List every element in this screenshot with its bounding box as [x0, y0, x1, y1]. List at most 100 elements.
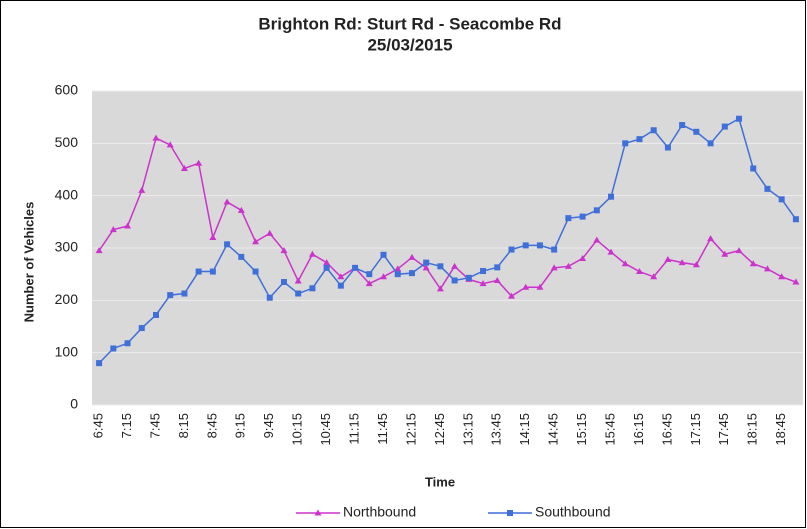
- point-marker: [280, 279, 287, 286]
- point-marker: [735, 247, 743, 254]
- point-marker: [693, 128, 700, 135]
- point-marker: [195, 268, 202, 275]
- point-marker: [593, 207, 600, 214]
- point-marker: [522, 242, 529, 249]
- point-marker: [96, 360, 103, 367]
- y-tick-label: 500: [55, 134, 79, 150]
- x-tick-label: 14:15: [517, 413, 532, 446]
- point-marker: [380, 251, 387, 258]
- point-marker: [124, 222, 132, 229]
- y-axis-label: Number of Vehicles: [21, 202, 36, 323]
- x-tick-label: 15:15: [574, 413, 589, 446]
- point-marker: [224, 241, 231, 248]
- point-marker: [167, 292, 174, 299]
- x-tick-label: 10:15: [290, 413, 305, 446]
- point-marker: [166, 141, 174, 148]
- point-marker: [380, 273, 388, 280]
- point-marker: [494, 264, 501, 271]
- x-tick-label: 16:15: [631, 413, 646, 446]
- legend-marker: [314, 509, 322, 516]
- point-marker: [778, 273, 786, 280]
- point-marker: [763, 265, 771, 272]
- legend-label: Northbound: [343, 504, 416, 520]
- point-marker: [608, 193, 615, 200]
- point-marker: [252, 268, 259, 275]
- point-marker: [650, 273, 658, 280]
- y-tick-label: 200: [55, 291, 79, 307]
- point-marker: [366, 271, 373, 278]
- point-marker: [309, 285, 316, 292]
- x-tick-label: 12:15: [403, 413, 418, 446]
- point-marker: [764, 185, 771, 192]
- point-marker: [423, 259, 430, 266]
- point-marker: [195, 159, 203, 166]
- x-tick-label: 14:45: [546, 413, 561, 446]
- x-tick-label: 9:15: [233, 413, 248, 438]
- point-marker: [223, 198, 231, 205]
- x-tick-label: 10:45: [318, 413, 333, 446]
- y-tick-label: 400: [55, 186, 79, 202]
- point-marker: [266, 229, 274, 236]
- x-tick-label: 7:45: [147, 413, 162, 438]
- point-marker: [650, 127, 657, 134]
- point-marker: [152, 134, 160, 141]
- x-tick-label: 18:15: [745, 413, 760, 446]
- point-marker: [550, 264, 558, 271]
- x-tick-label: 7:15: [119, 413, 134, 438]
- point-marker: [479, 280, 487, 287]
- point-marker: [422, 264, 430, 271]
- point-marker: [721, 123, 728, 130]
- point-marker: [110, 345, 117, 352]
- point-marker: [622, 140, 629, 147]
- point-marker: [138, 325, 145, 332]
- point-marker: [707, 140, 714, 147]
- point-marker: [181, 290, 188, 297]
- point-marker: [337, 282, 344, 289]
- point-marker: [565, 215, 572, 222]
- point-marker: [551, 246, 558, 253]
- point-marker: [607, 248, 615, 255]
- point-marker: [237, 206, 245, 213]
- point-marker: [295, 290, 302, 297]
- point-marker: [238, 253, 245, 260]
- point-marker: [252, 238, 260, 245]
- x-tick-label: 8:15: [176, 413, 191, 438]
- point-marker: [493, 276, 501, 283]
- point-marker: [152, 311, 159, 318]
- point-marker: [778, 196, 785, 203]
- point-marker: [792, 216, 799, 223]
- x-tick-label: 11:15: [347, 413, 362, 445]
- point-marker: [664, 144, 671, 151]
- y-tick-label: 300: [55, 239, 79, 255]
- x-tick-label: 11:45: [375, 413, 390, 445]
- point-marker: [792, 278, 800, 285]
- y-tick-label: 600: [55, 82, 79, 98]
- point-marker: [707, 235, 715, 242]
- point-marker: [621, 260, 629, 267]
- point-marker: [209, 268, 216, 275]
- x-tick-label: 17:15: [688, 413, 703, 446]
- point-marker: [294, 277, 302, 284]
- point-marker: [508, 246, 515, 253]
- series-line: [98, 117, 797, 364]
- point-marker: [451, 277, 458, 284]
- point-marker: [749, 260, 757, 267]
- x-tick-label: 16:45: [659, 413, 674, 446]
- x-tick-label: 18:45: [773, 413, 788, 446]
- point-marker: [579, 213, 586, 220]
- point-marker: [579, 254, 587, 261]
- point-marker: [337, 273, 345, 280]
- series-line: [98, 137, 797, 298]
- point-marker: [323, 259, 331, 266]
- point-marker: [465, 274, 472, 281]
- x-tick-label: 13:45: [489, 413, 504, 446]
- chart-title: Brighton Rd: Sturt Rd - Seacombe Rd: [258, 14, 561, 33]
- point-marker: [365, 280, 373, 287]
- point-marker: [664, 256, 672, 263]
- point-marker: [750, 165, 757, 172]
- point-marker: [394, 271, 401, 278]
- point-marker: [109, 226, 117, 233]
- x-tick-label: 6:45: [91, 413, 106, 438]
- x-tick-label: 13:15: [460, 413, 475, 446]
